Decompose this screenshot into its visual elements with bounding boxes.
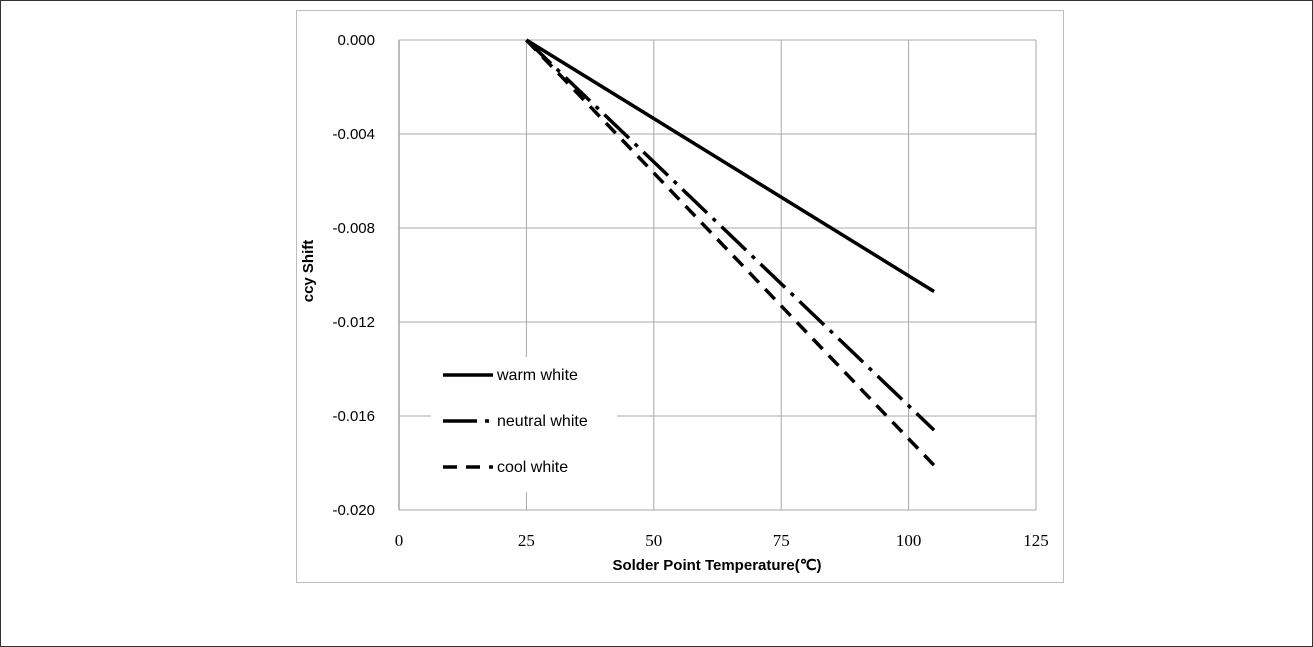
y-tick-label: -0.020: [332, 502, 375, 519]
y-tick-label: -0.016: [332, 408, 375, 425]
series-line: [525, 38, 936, 467]
legend-label: warm white: [496, 367, 578, 384]
x-axis-label: Solder Point Temperature(℃): [612, 557, 821, 574]
x-tick-labels: 0 25 50 75 100 125: [395, 531, 1049, 550]
y-tick-label: -0.004: [332, 126, 375, 143]
series-line: [525, 38, 935, 293]
legend-label: cool white: [497, 459, 568, 476]
x-tick-label: 50: [645, 531, 662, 550]
legend: warm white neutral white cool white: [431, 357, 617, 492]
y-axis-label: ccy Shift: [300, 240, 317, 303]
x-tick-label: 100: [896, 531, 922, 550]
legend-label: neutral white: [497, 413, 588, 430]
legend-background: [431, 357, 617, 492]
y-tick-labels: 0.000 -0.004 -0.008 -0.012 -0.016 -0.020: [332, 32, 375, 519]
chart-area: 0.000 -0.004 -0.008 -0.012 -0.016 -0.020 0 25 5…: [296, 10, 1064, 583]
x-tick-label: 0: [395, 531, 404, 550]
x-tick-label: 25: [518, 531, 535, 550]
line-chart: 0.000 -0.004 -0.008 -0.012 -0.016 -0.020 0 25 5…: [300, 32, 1049, 574]
series-line: [525, 38, 936, 432]
y-tick-label: -0.012: [332, 314, 375, 331]
x-tick-label: 75: [773, 531, 790, 550]
y-tick-label: -0.008: [332, 220, 375, 237]
x-tick-label: 125: [1023, 531, 1049, 550]
series-lines: [525, 38, 936, 467]
y-tick-label: 0.000: [337, 32, 375, 49]
